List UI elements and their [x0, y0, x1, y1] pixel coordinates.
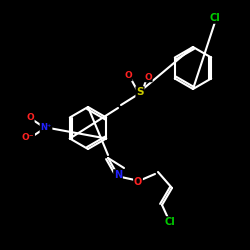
Text: N⁺: N⁺ [40, 124, 52, 132]
Text: O: O [26, 114, 34, 122]
Text: O: O [124, 72, 132, 80]
Text: S: S [136, 87, 144, 97]
Text: O⁻: O⁻ [22, 134, 34, 142]
Text: N: N [114, 170, 122, 180]
Text: Cl: Cl [210, 13, 220, 23]
Text: O: O [144, 72, 152, 82]
Text: Cl: Cl [164, 217, 175, 227]
Text: O: O [134, 177, 142, 187]
